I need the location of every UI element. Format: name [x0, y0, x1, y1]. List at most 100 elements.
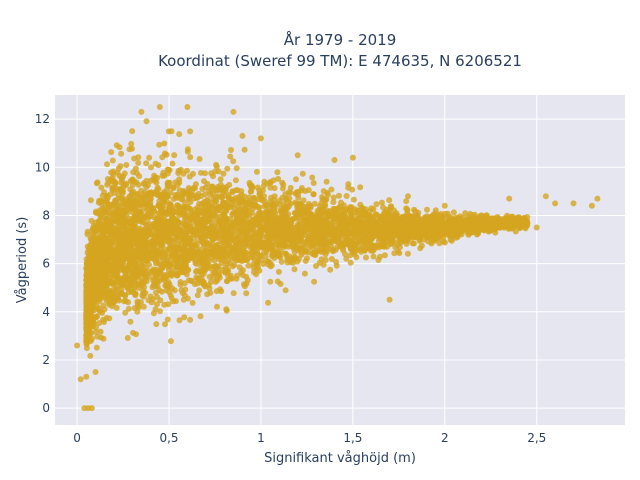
data-point [209, 247, 216, 254]
data-point [129, 218, 136, 224]
data-point [372, 231, 379, 238]
data-point [330, 248, 337, 255]
data-point [446, 213, 453, 220]
data-point [301, 270, 308, 277]
data-point [153, 225, 160, 232]
data-point [468, 222, 475, 228]
data-point [351, 234, 358, 240]
data-point [324, 189, 331, 196]
data-point [287, 238, 294, 245]
data-point [293, 214, 300, 221]
data-point [107, 262, 114, 268]
data-point [333, 237, 340, 244]
data-point [132, 290, 139, 297]
data-point [436, 240, 443, 247]
data-point [321, 196, 328, 203]
data-point [241, 283, 248, 290]
data-point [328, 256, 335, 262]
data-point [179, 258, 186, 265]
data-point [173, 245, 180, 252]
data-point [135, 159, 142, 166]
data-point [380, 222, 387, 229]
data-point [381, 252, 388, 259]
data-point [424, 206, 430, 213]
data-point [140, 303, 147, 310]
data-point [83, 269, 90, 276]
data-point [275, 175, 282, 182]
data-point [93, 292, 100, 299]
data-point [207, 289, 214, 296]
data-point [243, 255, 250, 262]
data-point [128, 140, 135, 147]
data-point [137, 299, 144, 306]
data-point [270, 249, 276, 256]
data-point [245, 262, 252, 269]
data-point [177, 281, 184, 288]
data-point [277, 221, 284, 228]
data-point [196, 287, 203, 294]
data-point [378, 227, 385, 234]
data-point [298, 251, 305, 258]
data-point [118, 150, 125, 157]
data-point [172, 216, 179, 223]
data-point [193, 260, 200, 267]
data-point [122, 248, 129, 255]
data-point [194, 220, 200, 227]
data-point [330, 219, 337, 226]
data-point [124, 335, 131, 341]
data-point [134, 308, 141, 315]
data-point [454, 219, 461, 226]
data-point [153, 179, 160, 186]
data-point [224, 165, 231, 172]
data-point [161, 198, 168, 205]
data-point [156, 261, 163, 268]
data-point [161, 228, 168, 235]
data-point [188, 277, 194, 284]
data-point [160, 169, 167, 176]
data-point [257, 209, 264, 216]
data-point [474, 222, 481, 229]
data-point [264, 230, 271, 237]
data-point [357, 184, 364, 191]
data-point [130, 276, 137, 283]
data-point [282, 250, 289, 257]
data-point [159, 154, 166, 161]
data-point [409, 240, 416, 247]
data-point [417, 245, 424, 252]
data-point [169, 265, 176, 272]
data-point [104, 192, 110, 199]
data-point [414, 215, 420, 222]
data-point [333, 259, 340, 265]
data-point [154, 301, 160, 308]
data-point [178, 235, 184, 242]
data-point [264, 203, 270, 210]
data-point [265, 299, 272, 306]
data-point [149, 204, 156, 211]
data-point [123, 235, 130, 242]
data-point [157, 267, 164, 274]
data-point [198, 227, 205, 234]
data-point [235, 257, 241, 264]
data-point [89, 244, 95, 251]
data-point [153, 321, 160, 328]
data-point [375, 257, 382, 263]
data-point [259, 233, 266, 240]
data-point [413, 224, 420, 231]
data-point [140, 288, 147, 295]
data-point [148, 299, 155, 306]
data-point [194, 292, 201, 299]
data-point [310, 191, 317, 198]
data-point [313, 263, 319, 269]
data-point [260, 260, 267, 267]
data-point [173, 256, 180, 263]
data-point [260, 182, 267, 189]
data-point [187, 316, 194, 323]
data-point [231, 261, 238, 268]
data-point [274, 169, 281, 176]
data-point [368, 241, 375, 248]
data-point [113, 269, 120, 275]
data-point [201, 178, 207, 185]
data-point [190, 170, 196, 177]
data-point [524, 214, 531, 220]
